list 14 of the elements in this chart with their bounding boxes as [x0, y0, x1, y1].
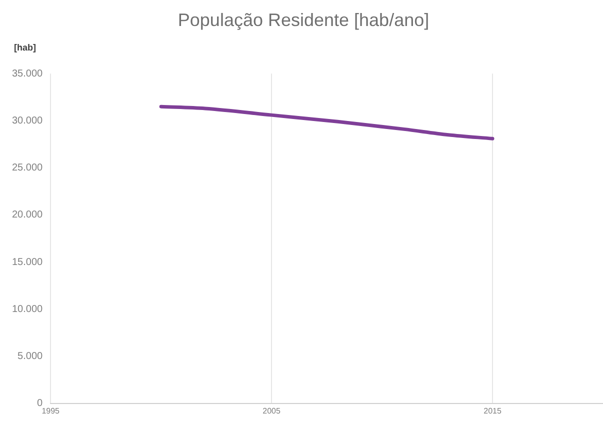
x-tick-label: 1995 [42, 406, 60, 416]
y-tick-label: 10.000 [12, 304, 44, 315]
y-tick-label: 15.000 [12, 256, 44, 268]
y-tick-label: 0 [37, 398, 44, 410]
y-tick-label: 20.000 [12, 210, 44, 221]
line-series [159, 104, 494, 140]
x-tick-label: 2015 [484, 406, 502, 416]
y-tick-label: 35.000 [12, 68, 44, 80]
x-tick-label: 2005 [262, 406, 281, 416]
y-tick-label: 5.000 [18, 351, 44, 362]
y-tick-label: 25.000 [12, 162, 44, 174]
y-tick-label: 30.000 [12, 115, 44, 126]
chart-title: População Residente [hab/ano] [178, 10, 430, 30]
y-axis-title: [hab] [14, 42, 36, 52]
